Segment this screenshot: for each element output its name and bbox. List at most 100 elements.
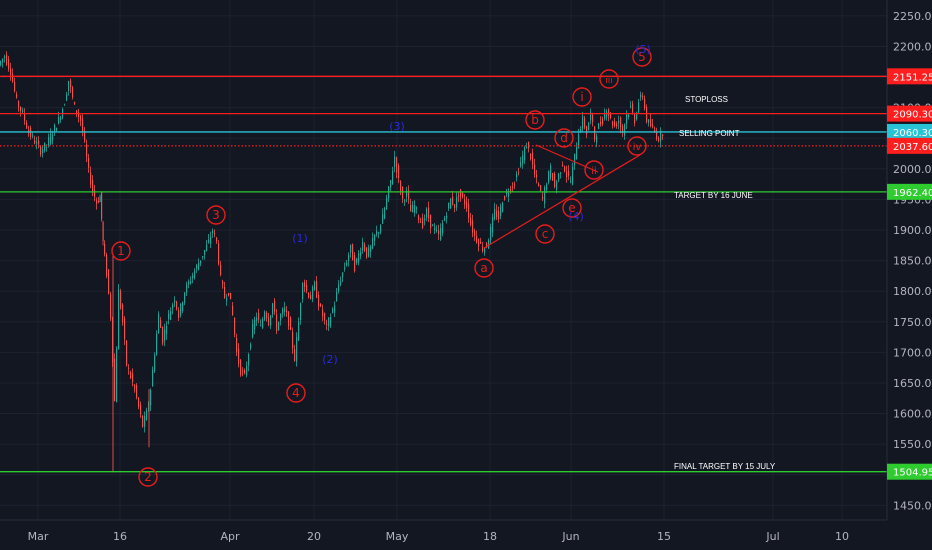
- candle-body: [486, 242, 488, 248]
- candle-body: [6, 54, 8, 65]
- candle-body: [538, 183, 540, 186]
- candle-body: [548, 171, 550, 183]
- candle-body: [70, 80, 72, 88]
- candle-body: [246, 366, 248, 376]
- wave-label-5: 5: [632, 47, 652, 67]
- candle-body: [218, 243, 220, 265]
- candle-body: [510, 188, 512, 192]
- wave-label-b: b: [525, 110, 545, 130]
- candle-body: [660, 131, 662, 142]
- candle-body: [126, 340, 128, 366]
- candle-body: [508, 192, 510, 197]
- candle-body: [488, 240, 490, 249]
- price-tag-label: 2151.25: [893, 72, 932, 83]
- candle-body: [506, 191, 508, 195]
- price-tag: [887, 123, 932, 140]
- wave-label-blue-2: (2): [322, 353, 338, 366]
- candle-body: [108, 269, 110, 294]
- candle-body: [178, 310, 180, 318]
- candle-body: [418, 215, 420, 221]
- price-axis[interactable]: [887, 0, 932, 550]
- selling-point-note: SELLING POINT: [679, 129, 740, 138]
- candle-body: [400, 181, 402, 193]
- candle-body: [262, 319, 264, 329]
- candle-body: [348, 255, 350, 261]
- candle-body: [480, 241, 482, 244]
- candle-body: [142, 415, 144, 427]
- candle-body: [602, 119, 604, 125]
- candle-body: [40, 146, 42, 155]
- candle-body: [556, 181, 558, 190]
- candle-body: [658, 138, 660, 142]
- candle-body: [482, 247, 484, 252]
- candle-body: [36, 142, 38, 144]
- svg-text:5: 5: [638, 50, 646, 64]
- candle-body: [402, 186, 404, 199]
- candle-body: [570, 181, 572, 183]
- x-tick-15: 15: [657, 530, 671, 543]
- candle-body: [442, 223, 444, 234]
- candle-body: [74, 102, 76, 105]
- candle-body: [576, 147, 578, 160]
- candle-body: [166, 326, 168, 334]
- candle-body: [468, 203, 470, 219]
- candle-body: [24, 112, 26, 121]
- candle-body: [582, 116, 584, 129]
- candle-body: [534, 164, 536, 175]
- candle-body: [304, 282, 306, 287]
- candle-body: [120, 290, 122, 309]
- candle-body: [528, 141, 530, 149]
- candle-body: [360, 252, 362, 257]
- candle-body: [20, 106, 22, 111]
- candle-body: [542, 197, 544, 199]
- candle-body: [502, 202, 504, 213]
- candle-body: [458, 195, 460, 197]
- x-tick-jul: Jul: [765, 530, 779, 543]
- x-tick-20: 20: [307, 530, 321, 543]
- candle-body: [54, 124, 56, 131]
- candle-body: [248, 354, 250, 366]
- candle-body: [226, 298, 228, 301]
- candle-body: [104, 243, 106, 255]
- candle-body: [310, 295, 312, 300]
- candle-body: [494, 208, 496, 220]
- price-tag: [887, 183, 932, 200]
- candle-body: [328, 318, 330, 327]
- candle-body: [8, 59, 10, 69]
- candle-body: [416, 207, 418, 209]
- candle-body: [230, 292, 232, 300]
- y-tick-label: 1850.00: [893, 255, 932, 268]
- candle-body: [266, 312, 268, 319]
- candle-body: [118, 289, 120, 350]
- candle-body: [432, 224, 434, 227]
- candle-body: [222, 281, 224, 285]
- candle-body: [368, 247, 370, 257]
- candle-body: [456, 196, 458, 208]
- price-tag: [887, 137, 932, 154]
- candle-body: [364, 244, 366, 251]
- candle-body: [256, 317, 258, 322]
- price-tag-label: 2037.60: [893, 142, 932, 153]
- candle-body: [322, 309, 324, 317]
- candle-body: [290, 317, 292, 330]
- candle-body: [296, 337, 298, 362]
- candle-body: [50, 133, 52, 144]
- wave-label-d: d: [554, 128, 574, 148]
- candle-body: [386, 198, 388, 209]
- candle-body: [198, 263, 200, 271]
- x-tick-mar: Mar: [28, 530, 49, 543]
- y-tick-label: 2200.00: [893, 40, 932, 53]
- candle-body: [22, 110, 24, 112]
- candle-body: [608, 109, 610, 116]
- candle-body: [292, 331, 294, 349]
- candle-body: [478, 239, 480, 247]
- candle-body: [344, 267, 346, 270]
- time-axis[interactable]: [0, 520, 887, 550]
- candle-body: [426, 208, 428, 218]
- candle-body: [646, 107, 648, 122]
- candle-body: [340, 281, 342, 285]
- candle-body: [504, 196, 506, 200]
- candle-body: [298, 321, 300, 341]
- y-tick-label: 1700.00: [893, 346, 932, 359]
